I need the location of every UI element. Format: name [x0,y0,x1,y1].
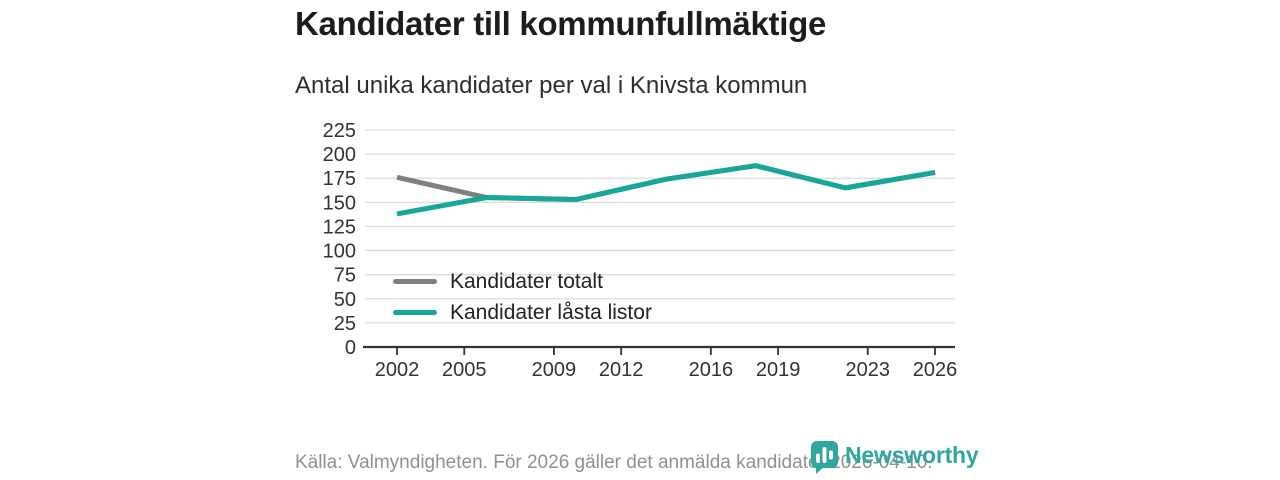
x-tick-label: 2023 [846,359,891,381]
y-tick-label: 175 [323,168,356,190]
x-tick-label: 2026 [913,359,958,381]
y-tick-label: 50 [334,289,356,311]
x-tick-label: 2009 [532,359,577,381]
x-tick-label: 2005 [442,359,487,381]
x-tick-label: 2019 [756,359,801,381]
x-tick-label: 2016 [689,359,734,381]
series-line-kandidater-totalt [396,163,936,202]
y-tick-label: 150 [323,192,356,214]
source-note: Källa: Valmyndigheten. För 2026 gäller d… [295,452,933,473]
x-tick-label: 2002 [375,359,420,381]
y-tick-label: 225 [323,120,356,142]
legend-swatch-total [393,279,437,284]
y-tick-label: 75 [334,265,356,287]
chart-title: Kandidater till kommunfullmäktige [295,5,827,42]
y-tick-label: 125 [323,216,356,238]
newsworthy-brand-name: Newsworthy [845,442,979,468]
x-tick-label: 2012 [599,359,644,381]
y-tick-label: 100 [323,241,356,263]
newsworthy-logo: Newsworthy [810,440,979,476]
y-tick-label: 25 [334,313,356,335]
legend-label-total: Kandidater totalt [450,269,603,293]
newsworthy-logo-icon [811,441,838,474]
legend-label-locked-lists: Kandidater låsta listor [450,300,652,324]
legend: Kandidater totalt Kandidater låsta listo… [393,266,652,328]
chart-subtitle: Antal unika kandidater per val i Knivsta… [295,72,808,99]
legend-item-locked-lists: Kandidater låsta listor [393,297,652,328]
series-line-kandidater-l-sta-listor [396,163,936,217]
legend-item-total: Kandidater totalt [393,266,652,297]
y-tick-label: 0 [345,337,356,359]
legend-swatch-locked-lists [393,310,437,315]
y-tick-label: 200 [323,144,356,166]
x-axis: 2002 2005 2009 2012 2016 2019 2023 2026 [363,345,958,381]
